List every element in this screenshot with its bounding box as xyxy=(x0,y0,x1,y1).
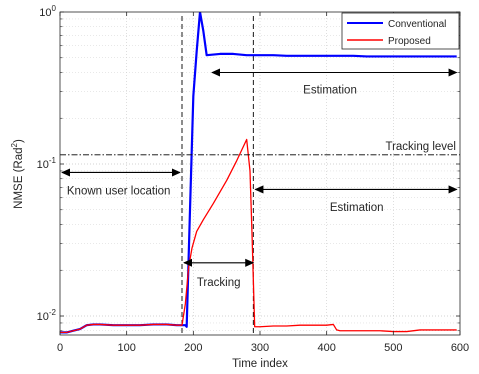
annotation-label: Estimation xyxy=(303,84,357,96)
x-tick-label: 600 xyxy=(451,342,469,354)
legend: Conventional Proposed xyxy=(341,12,460,50)
y-tick-label: 100 xyxy=(39,4,56,19)
y-tick-label: 10-1 xyxy=(37,156,57,171)
annotations: Tracking level Estimation Known user locat… xyxy=(60,68,460,289)
legend-box xyxy=(341,12,460,50)
annotation-label: Estimation xyxy=(330,202,384,214)
x-tick-label: 400 xyxy=(317,342,335,354)
x-axis-label: Time index xyxy=(232,358,288,370)
annotation-label: Known user location xyxy=(67,185,171,197)
x-tick-label: 200 xyxy=(184,342,202,354)
legend-label-conventional: Conventional xyxy=(388,19,446,30)
axis-ticks: 0 100 200 300 400 500 600 10-2 10-1 100 xyxy=(37,4,470,354)
annotation-label: Tracking xyxy=(197,277,241,289)
y-axis-label: NMSE (Rad2) xyxy=(10,139,25,209)
legend-label-proposed: Proposed xyxy=(388,36,431,47)
x-tick-label: 100 xyxy=(117,342,135,354)
series-lines xyxy=(60,12,457,334)
y-tick-label: 10-2 xyxy=(37,308,57,323)
x-tick-label: 500 xyxy=(384,342,402,354)
series-line-proposed xyxy=(60,138,457,334)
tracking-level-label: Tracking level xyxy=(385,141,456,153)
x-tick-label: 0 xyxy=(57,342,63,354)
x-tick-label: 300 xyxy=(251,342,269,354)
